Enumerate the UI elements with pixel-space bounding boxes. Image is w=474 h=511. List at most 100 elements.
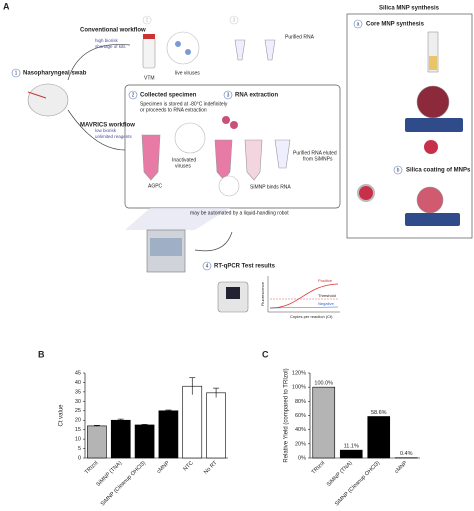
virus-zoom xyxy=(166,31,200,65)
y-tick-label: 60% xyxy=(295,413,306,419)
step-circle xyxy=(11,68,21,78)
label: may be automated by a liquid-handling ro… xyxy=(190,210,289,216)
virus-icon xyxy=(175,41,181,47)
bar xyxy=(182,385,203,459)
tube-icon xyxy=(141,134,161,181)
panel-label: B xyxy=(38,349,45,359)
label: Purified RNA eluted xyxy=(293,150,337,156)
tube-icon xyxy=(274,139,291,169)
label: Positive xyxy=(318,278,333,283)
step-circle xyxy=(223,90,233,100)
label: RT-qPCR Test results xyxy=(214,264,276,270)
label: Copies per reaction (Ct) xyxy=(290,314,333,319)
y-tick-label: 20% xyxy=(295,441,306,447)
label: or proceeds to RNA extraction xyxy=(140,107,207,113)
y-tick-label: 80% xyxy=(295,399,306,405)
bead-icon xyxy=(357,184,375,202)
label: viruses xyxy=(175,163,191,169)
label: Inactivated xyxy=(172,157,196,163)
tube-icon xyxy=(264,39,276,61)
bar xyxy=(367,416,391,459)
label: Collected specimen xyxy=(140,93,197,99)
tube-icon xyxy=(142,37,156,69)
synthesis-box xyxy=(346,13,473,239)
arrow xyxy=(67,44,131,81)
y-tick-label: 30 xyxy=(75,399,81,405)
y-tick-label: 100% xyxy=(292,385,306,391)
step-circle xyxy=(353,19,363,29)
step-circle xyxy=(142,15,152,25)
x-tick-label: SiMNP (TNA) xyxy=(326,460,354,488)
panel-label: C xyxy=(262,349,269,359)
label: Fluorescence xyxy=(260,281,265,306)
robot-beam xyxy=(125,208,230,230)
bar xyxy=(110,419,131,459)
label: Core MNP synthesis xyxy=(366,22,425,28)
bar xyxy=(158,410,179,459)
tube-icon xyxy=(234,39,246,61)
y-tick-label: 45 xyxy=(75,370,81,376)
label: MAVRICS workflow xyxy=(80,123,135,129)
label: shortage of kits xyxy=(95,44,126,49)
label: Nasopharyngeal swab xyxy=(23,71,87,77)
tube-cap xyxy=(143,34,155,39)
label: unlimited reagents xyxy=(95,134,133,139)
x-tick-label: cMNP xyxy=(394,460,409,475)
label: SiMNP binds RNA xyxy=(250,184,291,190)
value-label: 58.6% xyxy=(371,410,387,416)
x-tick-label: TRIzol xyxy=(84,460,99,475)
label: Specimen is stored at -80°C indefinitely xyxy=(140,101,228,107)
y-tick-label: 40% xyxy=(295,427,306,433)
step-number: 4 xyxy=(206,263,209,269)
funnel-icon xyxy=(427,31,439,73)
label: low biorisk xyxy=(95,128,117,133)
bead-icon xyxy=(230,121,238,129)
y-tick-label: 0 xyxy=(78,455,81,461)
head-icon xyxy=(27,83,69,117)
step-circle xyxy=(202,261,212,271)
x-tick-label: NTC xyxy=(182,460,194,472)
label: from SiMNPs xyxy=(303,156,333,162)
label: Purified RNA xyxy=(285,34,315,40)
label: live viruses xyxy=(175,70,200,76)
bar xyxy=(206,392,226,459)
stirrer-icon xyxy=(405,213,460,226)
step-number: 3 xyxy=(233,17,236,23)
step-number: 3 xyxy=(227,92,230,98)
x-tick-label: No RT xyxy=(203,460,219,476)
step-circle xyxy=(128,90,138,100)
tube-icon xyxy=(244,139,263,181)
y-tick-label: 35 xyxy=(75,389,81,395)
label: AGPC xyxy=(148,183,163,189)
flask-icon xyxy=(416,186,444,214)
step-number: 2 xyxy=(132,92,135,98)
swab-icon xyxy=(27,91,47,99)
y-tick-label: 10 xyxy=(75,437,81,443)
value-label: 100.0% xyxy=(314,381,333,387)
bead-icon xyxy=(222,116,230,124)
label: VTM xyxy=(144,75,155,81)
bead-icon xyxy=(424,140,438,154)
workflow-box xyxy=(124,84,341,209)
bar xyxy=(87,425,107,459)
y-axis-label: Relative Yield (compared to TRIzol) xyxy=(284,368,290,462)
label: RNA extraction xyxy=(235,93,278,99)
label: Conventional workflow xyxy=(80,28,146,34)
y-tick-label: 25 xyxy=(75,408,81,414)
virus-zoom xyxy=(174,122,206,154)
value-label: 0.4% xyxy=(400,451,413,457)
bar xyxy=(312,386,336,459)
y-tick-label: 20 xyxy=(75,418,81,424)
y-axis-label: Ct value xyxy=(59,404,65,427)
y-tick-label: 5 xyxy=(78,446,81,452)
x-tick-label: cMNP xyxy=(156,460,171,475)
label: Threshold xyxy=(318,293,336,298)
robot-window xyxy=(150,238,182,256)
label: Silica coating of MNPs xyxy=(406,168,471,174)
step-number: 1 xyxy=(15,70,18,76)
label: Negative xyxy=(318,301,335,306)
tube-icon xyxy=(214,139,233,181)
label: high biorisk xyxy=(95,38,119,43)
y-tick-label: 40 xyxy=(75,380,81,386)
